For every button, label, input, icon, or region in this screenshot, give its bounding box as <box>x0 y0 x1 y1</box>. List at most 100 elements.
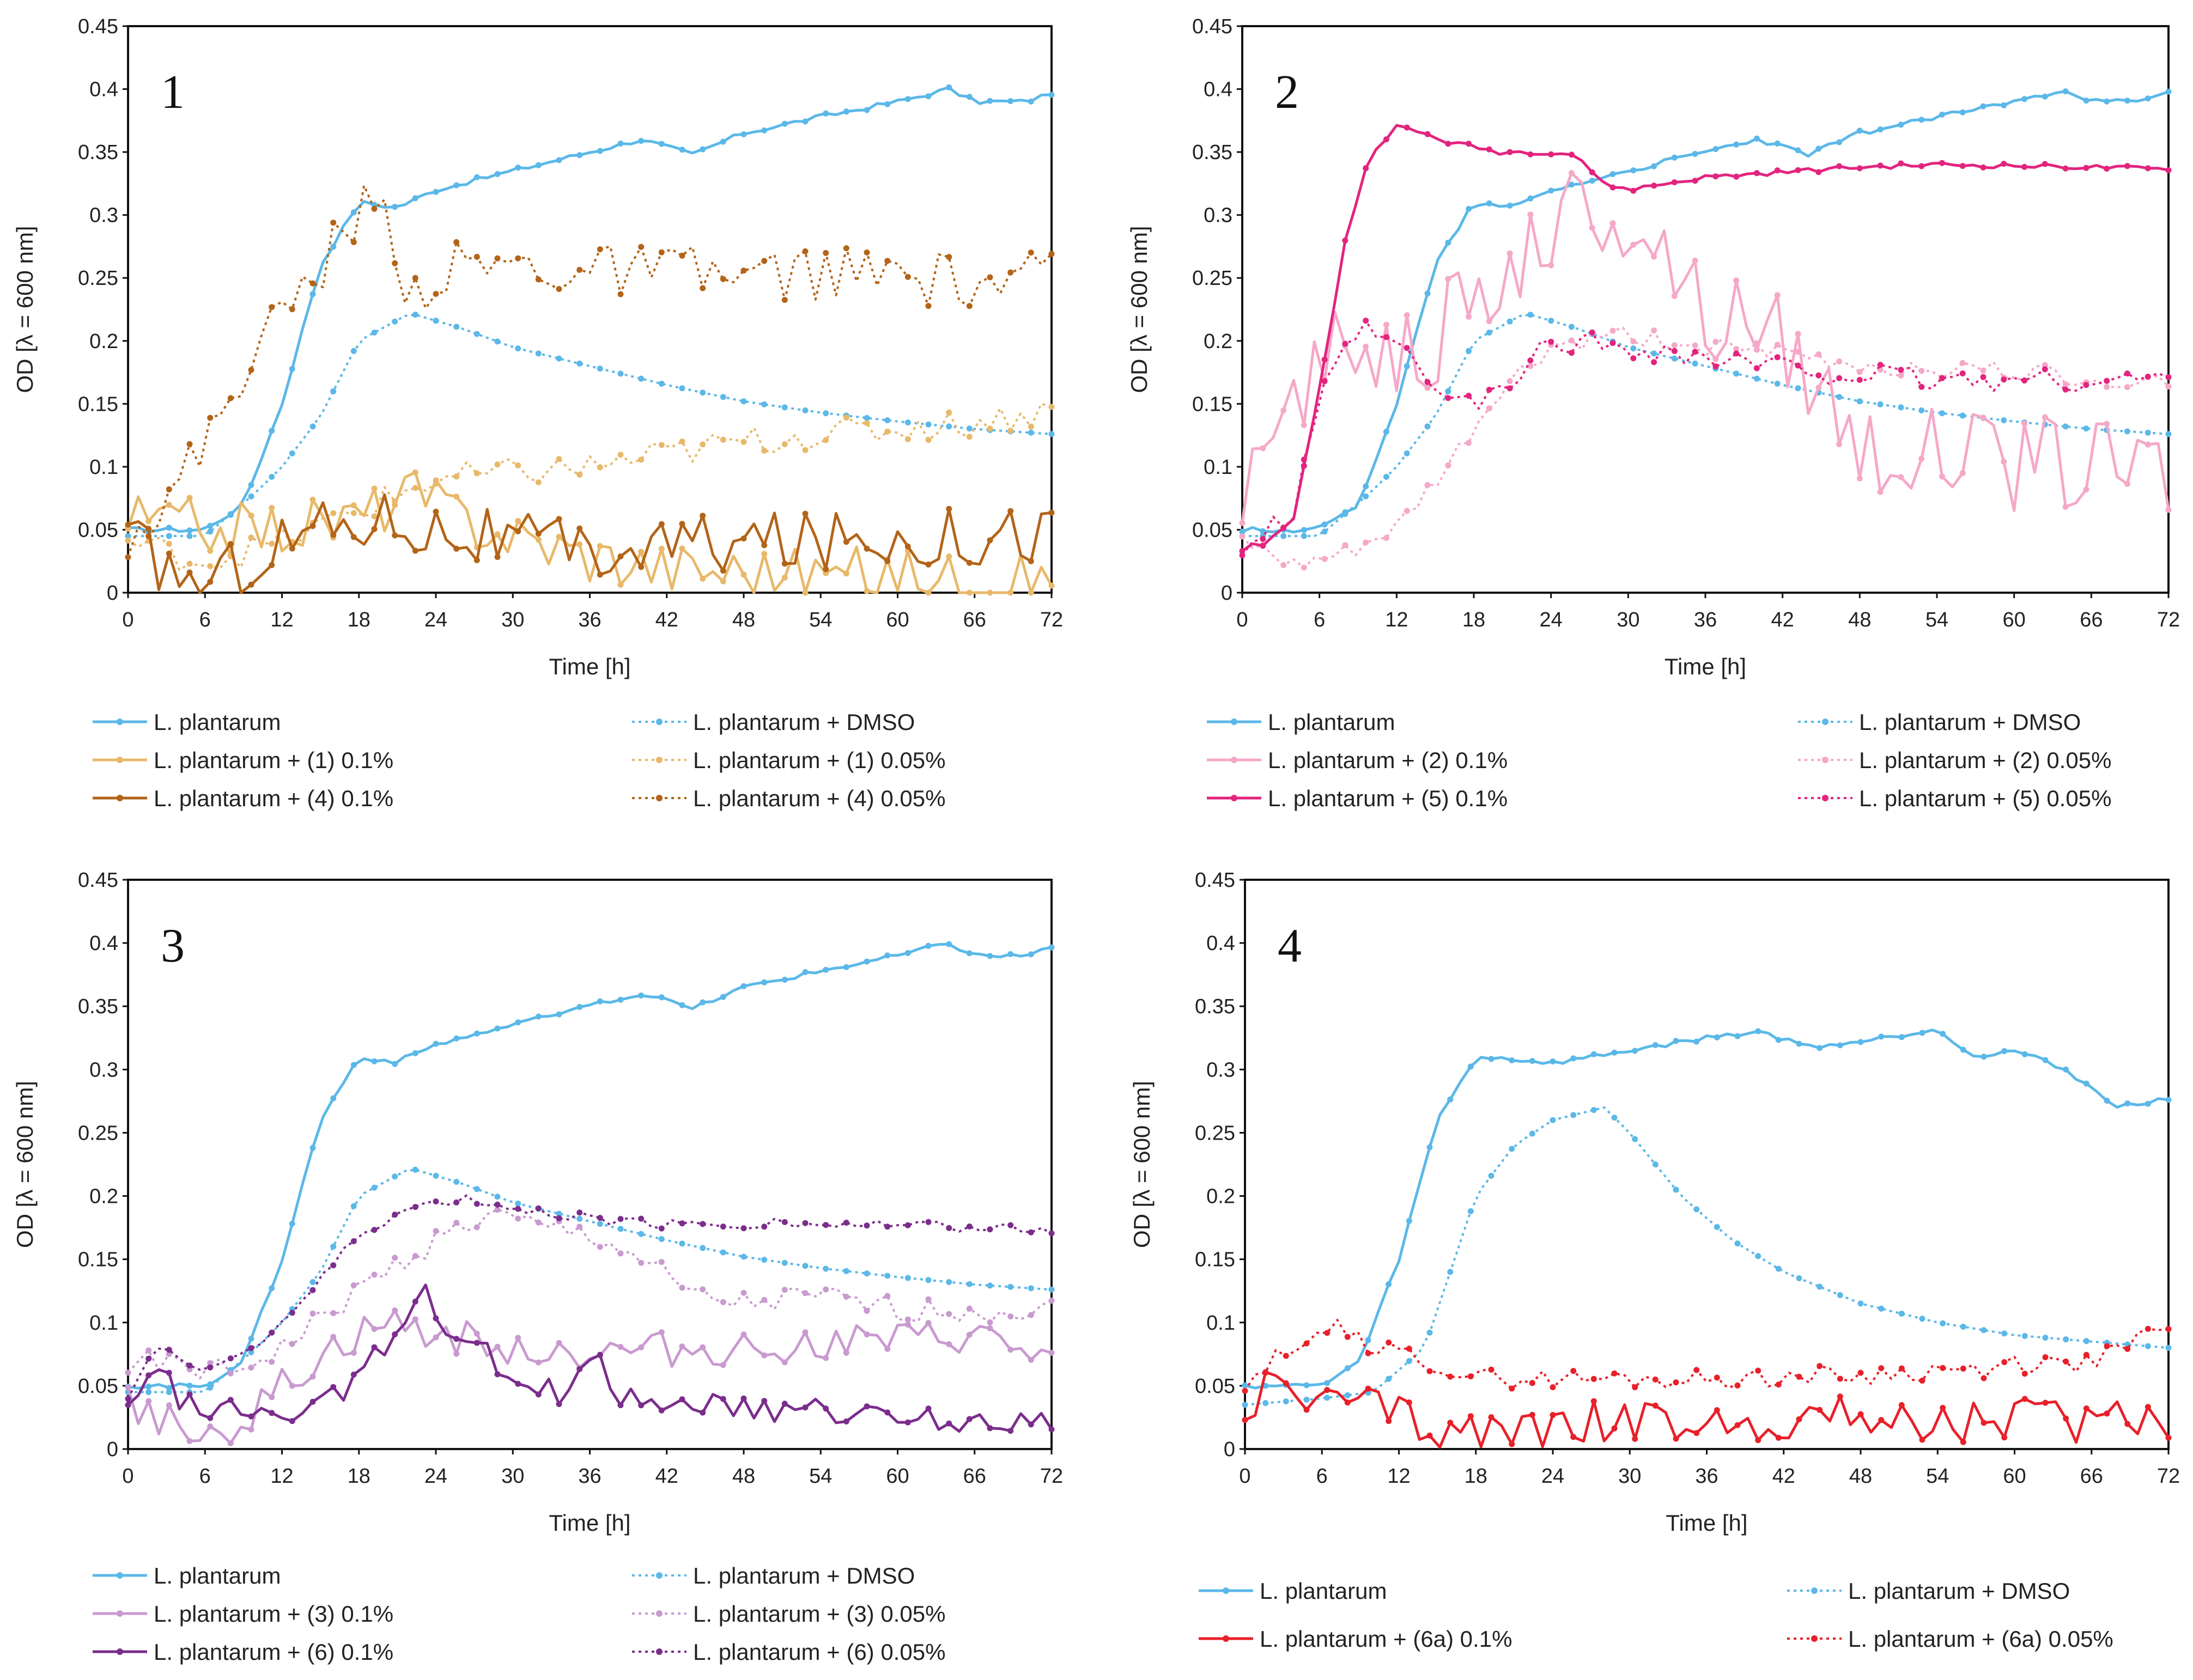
data-point <box>1301 533 1307 539</box>
data-point <box>781 1287 788 1293</box>
data-point <box>1837 1393 1843 1400</box>
data-point <box>1424 290 1431 297</box>
data-point <box>1445 141 1451 147</box>
data-point <box>2042 161 2048 167</box>
data-point <box>1342 511 1348 518</box>
data-point <box>2104 1343 2110 1349</box>
data-point <box>884 1346 891 1352</box>
plot-frame <box>127 879 1053 1450</box>
data-point <box>186 495 193 501</box>
data-point <box>2001 459 2007 465</box>
legend-panel-4: L. plantarum L. plantarum + DMSO L. planta… <box>1199 1578 2113 1652</box>
data-point <box>330 1384 337 1390</box>
data-point <box>2104 1410 2110 1417</box>
data-point <box>207 547 214 554</box>
data-point <box>925 1219 932 1225</box>
data-point <box>2165 1434 2172 1441</box>
data-point <box>535 276 542 283</box>
data-point <box>2063 1415 2069 1422</box>
data-point <box>1486 146 1492 153</box>
data-point <box>1048 509 1055 516</box>
data-point <box>269 504 275 511</box>
data-point <box>946 84 952 90</box>
data-point <box>2145 165 2151 172</box>
data-point <box>1898 372 1904 379</box>
x-tick-label: 18 <box>1462 608 1485 631</box>
data-point <box>1918 407 1925 413</box>
data-point <box>1652 1161 1659 1167</box>
legend-label: L. plantarum <box>154 1563 281 1588</box>
data-point <box>1815 145 1822 152</box>
data-point <box>1321 356 1328 363</box>
legend-label: L. plantarum <box>154 709 281 735</box>
x-tick-label: 42 <box>1772 1465 1795 1488</box>
x-tick-label: 42 <box>1771 608 1794 631</box>
data-point <box>1321 521 1328 528</box>
data-point <box>740 1225 747 1232</box>
y-tick-label: 0.35 <box>78 995 118 1018</box>
data-point <box>1837 1042 1843 1049</box>
data-point <box>1260 445 1266 452</box>
data-point <box>145 1372 152 1379</box>
plot-frame <box>127 25 1053 594</box>
legend-panel-2: L. plantarum L. plantarum + DMSO L. planta… <box>1207 709 2111 811</box>
data-point <box>617 581 624 588</box>
data-point <box>1714 1407 1720 1414</box>
data-point <box>248 1365 254 1371</box>
data-point <box>864 588 870 594</box>
data-point <box>1568 324 1575 330</box>
data-point <box>1548 338 1554 345</box>
series-line <box>1244 1319 2169 1392</box>
data-point <box>946 254 952 260</box>
data-point <box>987 1319 993 1325</box>
data-point <box>350 209 357 216</box>
data-point <box>720 276 726 282</box>
data-point <box>2001 1330 2008 1337</box>
data-point <box>556 1401 562 1407</box>
data-point <box>1774 342 1781 348</box>
data-point <box>392 1173 398 1180</box>
y-tick-label: 0.1 <box>1206 1312 1235 1335</box>
data-point <box>823 410 829 417</box>
data-point <box>1303 1340 1310 1347</box>
data-point <box>843 1349 849 1356</box>
data-point <box>1028 1229 1034 1235</box>
data-point <box>1753 135 1760 142</box>
data-point <box>1795 362 1801 369</box>
data-point <box>679 1240 685 1247</box>
data-point <box>1651 182 1657 189</box>
x-tick-label: 66 <box>2080 1465 2103 1488</box>
data-point <box>2062 88 2069 95</box>
data-point <box>2042 1057 2049 1063</box>
data-point <box>1877 489 1884 495</box>
data-point <box>740 398 747 405</box>
data-point <box>330 1262 337 1269</box>
data-point <box>617 1402 624 1408</box>
data-point <box>1324 1330 1331 1336</box>
data-point <box>1611 1115 1618 1121</box>
data-point <box>1753 346 1760 353</box>
data-point <box>350 1062 357 1068</box>
data-point <box>309 1310 316 1317</box>
data-point <box>2083 1352 2089 1358</box>
data-point <box>1445 462 1451 468</box>
data-point <box>987 98 993 104</box>
data-point <box>166 1389 172 1395</box>
data-point <box>1611 1370 1618 1377</box>
y-tick-label: 0.3 <box>89 204 118 227</box>
data-point <box>802 589 809 596</box>
series-l-plantarum <box>125 84 1055 535</box>
data-point <box>1301 456 1307 463</box>
data-point <box>2165 1097 2172 1103</box>
data-point <box>781 1401 788 1407</box>
data-point <box>1980 415 1987 421</box>
legend-marker <box>1223 1587 1229 1594</box>
data-point <box>453 1350 460 1357</box>
data-point <box>350 348 357 354</box>
data-point <box>1424 482 1431 488</box>
y-tick-label: 0 <box>1221 582 1232 605</box>
data-point <box>946 1341 952 1348</box>
legend-label: L. plantarum + (3) 0.05% <box>693 1601 945 1627</box>
y-tick-label: 0.35 <box>1192 141 1232 164</box>
data-point <box>2021 1051 2028 1057</box>
